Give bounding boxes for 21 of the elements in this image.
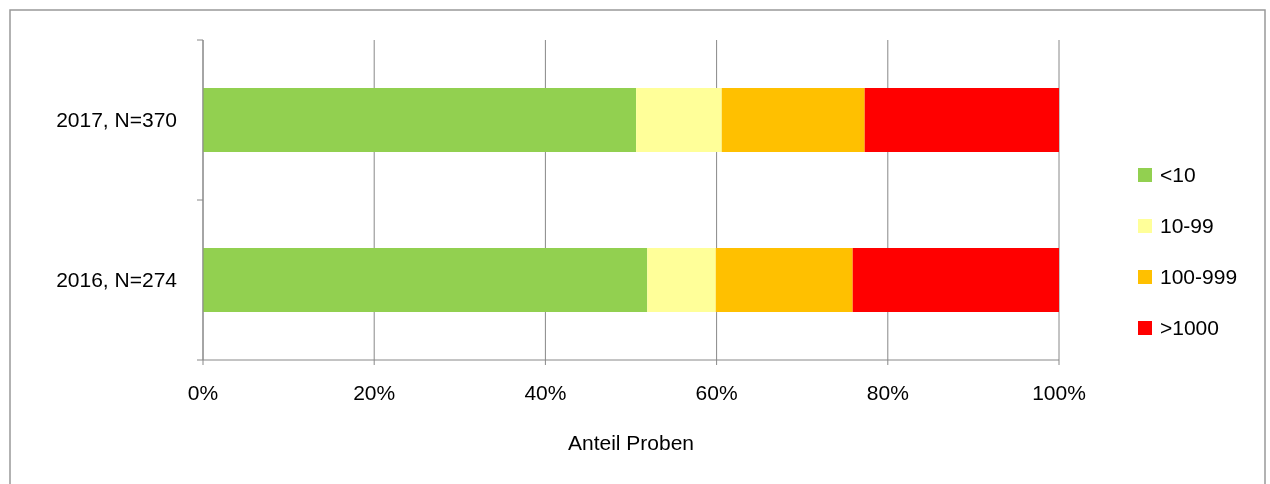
- bar: [715, 248, 853, 312]
- y-tick-label: 2016, N=274: [56, 268, 178, 291]
- bar: [636, 88, 722, 152]
- x-tick-label: 60%: [695, 381, 738, 404]
- x-axis-title: Anteil Proben: [567, 431, 695, 454]
- bar: [203, 248, 648, 312]
- bar: [203, 88, 637, 152]
- x-tick-label: 80%: [866, 381, 909, 404]
- legend-label: >1000: [1160, 316, 1219, 339]
- legend-label: 100-999: [1160, 265, 1238, 288]
- bar: [721, 88, 865, 152]
- x-tick-label: 20%: [353, 381, 396, 404]
- legend-label: 10-99: [1160, 214, 1214, 237]
- bar: [647, 248, 716, 312]
- bar: [864, 88, 1059, 152]
- bar: [852, 248, 1059, 312]
- x-tick-label: 0%: [187, 381, 219, 404]
- y-tick-label: 2017, N=370: [56, 108, 177, 131]
- x-tick-label: 100%: [1032, 381, 1086, 404]
- x-tick-label: 40%: [524, 381, 567, 404]
- legend-label: <10: [1160, 163, 1196, 186]
